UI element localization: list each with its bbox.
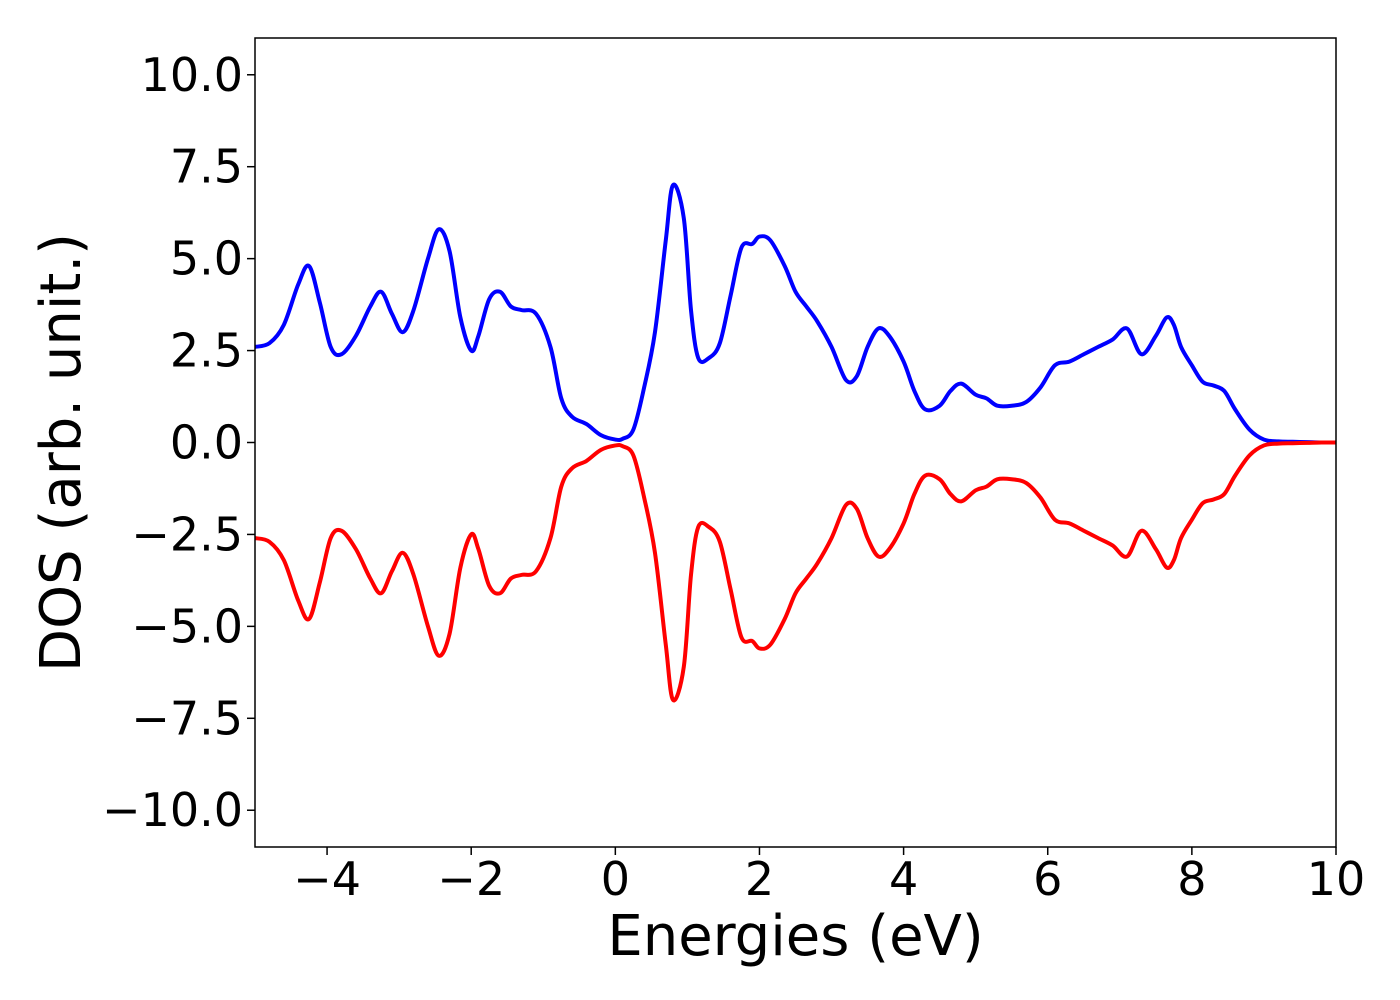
y-tick-label: 10.0 [141,48,243,102]
y-tick-label: 2.5 [170,324,243,378]
y-tick-label: −5.0 [131,599,243,653]
y-tick-label: 7.5 [170,140,243,194]
x-tick-label: −2 [437,852,505,906]
x-tick-label: 8 [1177,852,1206,906]
x-tick-label: 6 [1033,852,1062,906]
y-tick-label: 5.0 [170,232,243,286]
plot-frame [254,37,1337,848]
y-tick-label: −7.5 [131,691,243,745]
y-tick-label: 0.0 [170,416,243,470]
ticks-layer: −4 −2 0 2 4 6 8 10 −10.0 −7.5 −5.0 −2.5 0.0 2.5 5.0 7.5… [102,48,1365,906]
y-tick-label: −10.0 [102,783,243,837]
series-line-2 [255,440,1336,703]
series-line-1 [255,182,1336,445]
x-tick-label: 4 [889,852,918,906]
y-axis-title: DOS (arb. unit.) [29,233,94,672]
x-tick-label: 0 [601,852,630,906]
x-tick-label: 2 [745,852,774,906]
y-tick-label: −2.5 [131,507,243,561]
x-tick-label: −4 [293,852,361,906]
x-tick-label: 10 [1307,852,1366,906]
x-axis-title: Energies (eV) [607,904,983,969]
series-layer [255,182,1336,703]
